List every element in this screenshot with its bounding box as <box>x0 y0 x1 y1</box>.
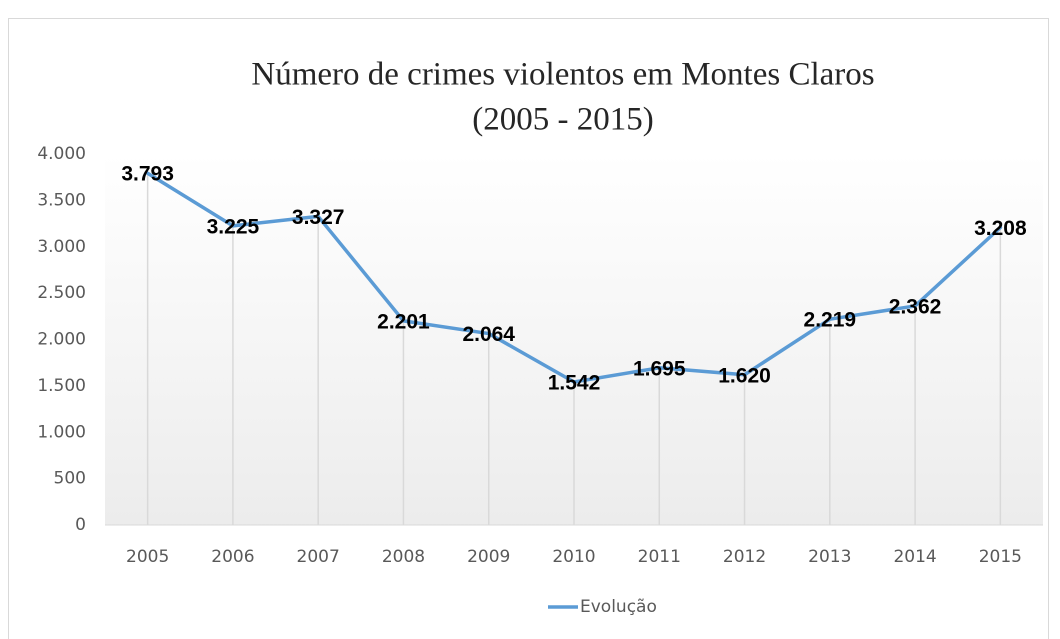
y-tick-label: 0 <box>75 515 86 535</box>
series-line <box>145 171 1003 384</box>
y-tick-label: 2.000 <box>37 330 86 350</box>
x-tick-label: 2011 <box>638 547 681 567</box>
x-tick-label: 2005 <box>126 547 169 567</box>
x-tick-label: 2010 <box>552 547 595 567</box>
data-label: 2.064 <box>462 323 515 346</box>
chart-title: (2005 - 2015) <box>472 102 653 138</box>
x-tick-label: 2013 <box>808 547 851 567</box>
data-label: 3.208 <box>974 217 1027 240</box>
data-label: 3.327 <box>292 206 345 229</box>
data-label: 1.695 <box>633 357 686 380</box>
x-tick-label: 2012 <box>723 547 766 567</box>
y-tick-label: 3.500 <box>37 190 86 210</box>
x-tick-label: 2015 <box>979 547 1022 567</box>
y-tick-label: 1.500 <box>37 376 86 396</box>
legend-label: Evolução <box>580 597 657 617</box>
y-tick-label: 4.000 <box>37 144 86 164</box>
y-tick-label: 2.500 <box>37 283 86 303</box>
chart-title: Número de crimes violentos em Montes Cla… <box>251 57 874 93</box>
x-tick-label: 2008 <box>382 547 425 567</box>
data-label: 1.620 <box>718 364 771 387</box>
data-label: 2.219 <box>804 309 857 332</box>
data-label: 2.362 <box>889 295 942 318</box>
x-tick-label: 2006 <box>211 547 254 567</box>
data-label: 1.542 <box>548 372 601 395</box>
data-label: 2.201 <box>377 310 430 333</box>
data-label: 3.225 <box>207 215 260 238</box>
y-tick-label: 1.000 <box>37 422 86 442</box>
x-tick-label: 2009 <box>467 547 510 567</box>
data-label: 3.793 <box>121 163 174 186</box>
x-tick-label: 2014 <box>893 547 936 567</box>
y-tick-label: 3.000 <box>37 237 86 257</box>
y-tick-label: 500 <box>54 469 86 489</box>
x-tick-label: 2007 <box>297 547 340 567</box>
